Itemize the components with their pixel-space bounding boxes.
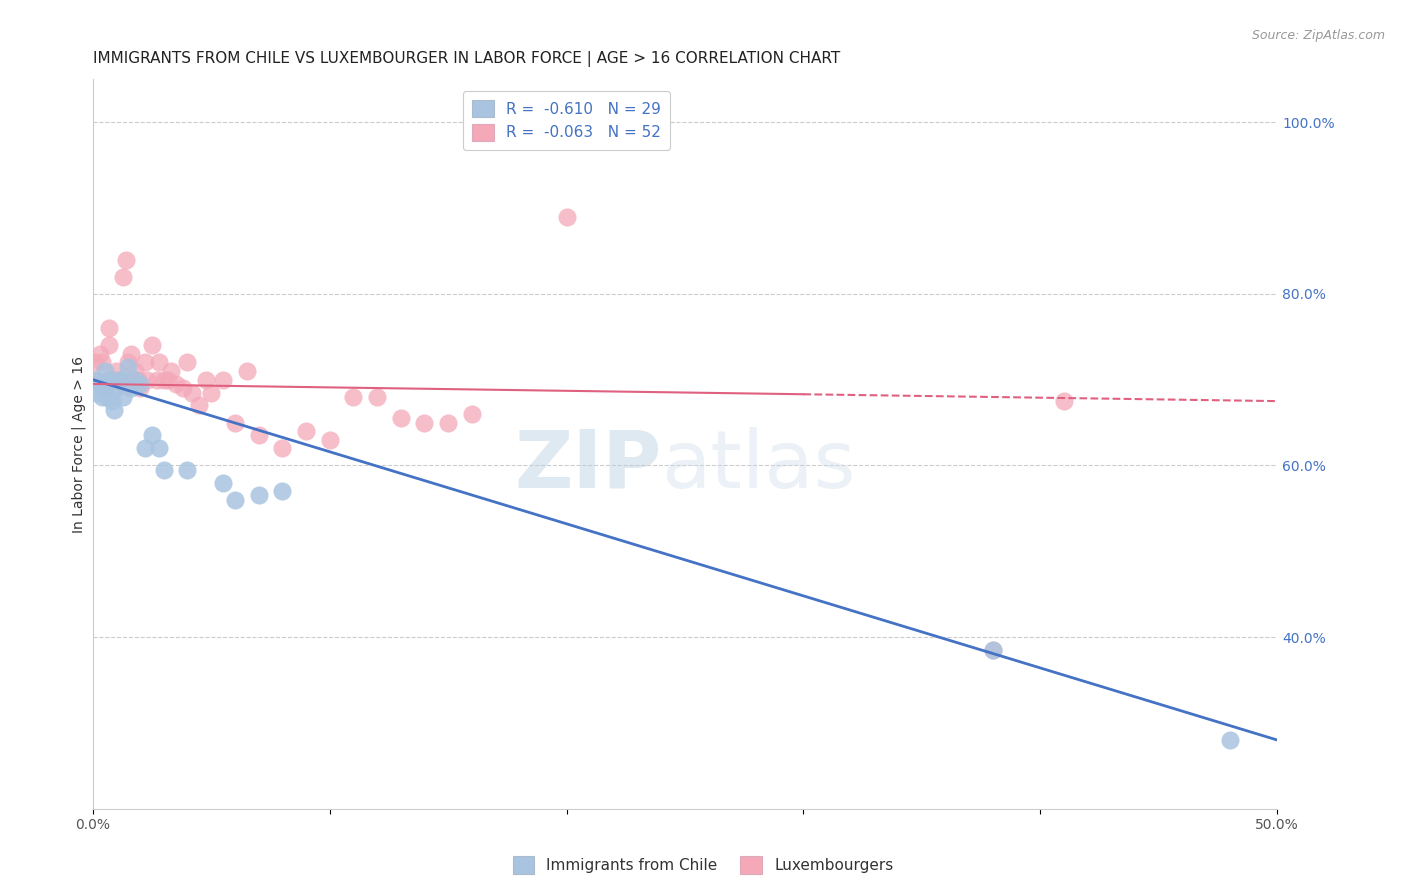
Point [181, 385, 204, 400]
Point [117, 355, 139, 369]
Point [105, 381, 128, 395]
Point [413, 416, 436, 430]
Point [148, 355, 170, 369]
Point [96, 390, 118, 404]
Point [93, 381, 115, 395]
Point [1053, 394, 1076, 409]
Point [200, 385, 222, 400]
Point [165, 376, 187, 391]
Point [110, 376, 132, 391]
Point [86, 385, 108, 400]
Point [84, 355, 107, 369]
Point [247, 488, 270, 502]
Point [103, 373, 125, 387]
Point [91, 390, 114, 404]
Point [188, 398, 211, 412]
Point [112, 390, 135, 404]
Point [160, 364, 183, 378]
Point [120, 347, 142, 361]
Point [124, 373, 146, 387]
Point [157, 373, 180, 387]
Point [103, 402, 125, 417]
Point [86, 373, 108, 387]
Point [105, 364, 128, 378]
Point [172, 381, 194, 395]
Point [115, 252, 138, 267]
Point [212, 373, 235, 387]
Point [318, 433, 340, 447]
Point [1219, 733, 1241, 747]
Point [148, 442, 170, 456]
Point [110, 373, 132, 387]
Legend: R =  -0.610   N = 29, R =  -0.063   N = 52: R = -0.610 N = 29, R = -0.063 N = 52 [463, 91, 669, 151]
Point [107, 373, 129, 387]
Point [981, 643, 1004, 657]
Text: atlas: atlas [661, 427, 856, 505]
Point [342, 390, 364, 404]
Point [224, 492, 246, 507]
Point [389, 411, 412, 425]
Point [141, 428, 163, 442]
Point [127, 373, 149, 387]
Point [224, 416, 246, 430]
Point [195, 373, 218, 387]
Point [145, 373, 167, 387]
Point [117, 359, 139, 374]
Point [89, 347, 111, 361]
Point [89, 376, 111, 391]
Point [93, 364, 115, 378]
Point [136, 373, 159, 387]
Point [100, 373, 122, 387]
Point [84, 373, 107, 387]
Point [98, 338, 121, 352]
Point [271, 484, 294, 499]
Point [176, 355, 198, 369]
Point [93, 381, 115, 395]
Point [141, 338, 163, 352]
Point [134, 355, 156, 369]
Point [437, 416, 460, 430]
Point [295, 424, 318, 438]
Point [122, 373, 145, 387]
Point [366, 390, 388, 404]
Point [129, 381, 152, 395]
Point [124, 364, 146, 378]
Point [235, 364, 257, 378]
Point [271, 442, 294, 456]
Point [100, 394, 122, 409]
Point [98, 321, 121, 335]
Point [555, 210, 578, 224]
Text: Source: ZipAtlas.com: Source: ZipAtlas.com [1251, 29, 1385, 42]
Y-axis label: In Labor Force | Age > 16: In Labor Force | Age > 16 [72, 356, 86, 533]
Point [96, 373, 118, 387]
Point [461, 407, 484, 421]
Point [134, 442, 156, 456]
Point [152, 463, 174, 477]
Point [981, 643, 1004, 657]
Point [176, 463, 198, 477]
Point [120, 381, 142, 395]
Text: ZIP: ZIP [515, 427, 661, 505]
Point [91, 355, 114, 369]
Point [112, 269, 135, 284]
Point [98, 373, 121, 387]
Text: IMMIGRANTS FROM CHILE VS LUXEMBOURGER IN LABOR FORCE | AGE > 16 CORRELATION CHAR: IMMIGRANTS FROM CHILE VS LUXEMBOURGER IN… [93, 51, 839, 67]
Point [212, 475, 235, 490]
Point [107, 373, 129, 387]
Point [152, 373, 174, 387]
Point [247, 428, 270, 442]
Legend: Immigrants from Chile, Luxembourgers: Immigrants from Chile, Luxembourgers [506, 850, 900, 880]
Point [129, 376, 152, 391]
